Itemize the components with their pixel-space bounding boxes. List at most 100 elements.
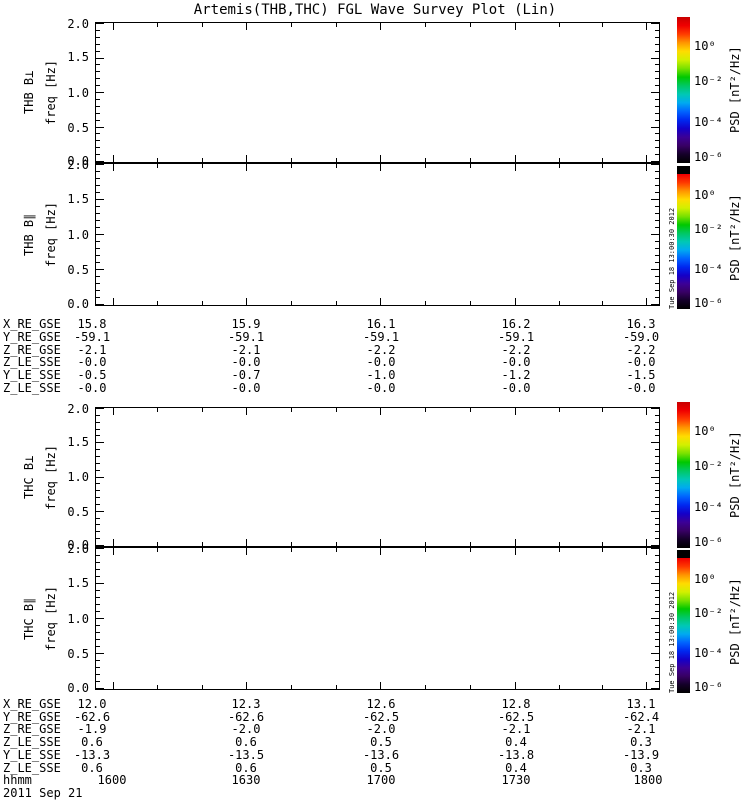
var-row-label: Y_RE_GSE xyxy=(3,330,61,344)
x-minor-tick xyxy=(470,164,471,168)
y-minor-tick xyxy=(655,185,659,186)
x-minor-tick xyxy=(470,548,471,552)
y-minor-tick xyxy=(655,30,659,31)
var-row-value: 13.1 xyxy=(626,697,656,711)
var-row-value: -59.0 xyxy=(622,330,660,344)
y-minor-tick xyxy=(655,85,659,86)
y-minor-tick xyxy=(655,276,659,277)
y-major-tick xyxy=(96,618,104,619)
y-minor-tick xyxy=(655,497,659,498)
colorbar-tick-label: 10⁻² xyxy=(694,221,723,236)
freq-axis-label: freq [Hz] xyxy=(44,444,58,510)
colorbar-saturation-cap xyxy=(677,550,690,558)
render-timestamp: Tue Sep 18 13:00:30 2012 xyxy=(668,207,676,309)
y-minor-tick xyxy=(655,147,659,148)
y-minor-tick xyxy=(96,660,100,661)
y-minor-tick xyxy=(655,78,659,79)
y-minor-tick xyxy=(96,248,100,249)
y-major-tick xyxy=(651,653,659,654)
colorbar xyxy=(677,550,690,693)
x-major-tick xyxy=(113,548,114,555)
x-major-tick xyxy=(380,408,381,415)
var-row-value: -62.6 xyxy=(73,710,111,724)
x-major-tick xyxy=(113,539,114,546)
y-minor-tick xyxy=(655,518,659,519)
y-tick-label: 2.0 xyxy=(67,158,89,172)
y-minor-tick xyxy=(96,562,100,563)
x-minor-tick xyxy=(157,548,158,552)
y-minor-tick xyxy=(96,590,100,591)
y-minor-tick xyxy=(655,37,659,38)
y-minor-tick xyxy=(655,44,659,45)
x-minor-tick xyxy=(602,408,603,412)
y-minor-tick xyxy=(96,185,100,186)
var-row-value: -0.0 xyxy=(77,381,107,395)
y-minor-tick xyxy=(96,255,100,256)
y-minor-tick xyxy=(655,220,659,221)
y-tick-label: 2.0 xyxy=(67,402,89,416)
x-minor-tick xyxy=(602,23,603,27)
y-major-tick xyxy=(96,199,104,200)
y-minor-tick xyxy=(655,171,659,172)
x-minor-tick xyxy=(291,164,292,168)
var-row-value: 12.6 xyxy=(366,697,396,711)
x-major-tick xyxy=(246,539,247,546)
y-major-tick xyxy=(96,161,104,162)
x-minor-tick xyxy=(425,548,426,552)
y-minor-tick xyxy=(96,113,100,114)
colorbar-tick-label: 10⁻⁶ xyxy=(694,535,723,550)
y-major-tick xyxy=(651,477,659,478)
y-major-tick xyxy=(96,477,104,478)
x-major-tick xyxy=(113,23,114,30)
var-row-label: X_RE_GSE xyxy=(3,697,61,711)
var-row-label: Z_LE_SSE xyxy=(3,761,61,775)
time-tick-label: 1600 xyxy=(97,773,127,787)
y-minor-tick xyxy=(655,456,659,457)
var-row-value: -2.0 xyxy=(366,722,396,736)
var-row-value: 0.3 xyxy=(630,735,652,749)
y-tick-label: 1.0 xyxy=(67,470,89,484)
y-minor-tick xyxy=(96,44,100,45)
y-minor-tick xyxy=(96,604,100,605)
y-major-tick xyxy=(96,234,104,235)
x-major-tick xyxy=(113,298,114,305)
var-row-value: 16.2 xyxy=(501,317,531,331)
y-minor-tick xyxy=(655,241,659,242)
var-row-value: -2.1 xyxy=(77,343,107,357)
y-tick-label: 1.0 xyxy=(67,85,89,100)
x-major-tick xyxy=(646,298,647,305)
x-minor-tick xyxy=(425,158,426,162)
y-minor-tick xyxy=(655,290,659,291)
x-minor-tick xyxy=(559,542,560,546)
colorbar-tick-label: 10⁻⁴ xyxy=(694,500,723,515)
y-minor-tick xyxy=(96,213,100,214)
x-minor-tick xyxy=(291,158,292,162)
var-row-value: 15.8 xyxy=(77,317,107,331)
var-row-value: 0.3 xyxy=(630,761,652,775)
y-minor-tick xyxy=(96,597,100,598)
y-minor-tick xyxy=(96,297,100,298)
x-major-tick xyxy=(515,155,516,162)
colorbar-tick-label: 10⁰ xyxy=(694,571,716,586)
y-minor-tick xyxy=(96,422,100,423)
y-minor-tick xyxy=(655,604,659,605)
y-minor-tick xyxy=(655,490,659,491)
y-minor-tick xyxy=(655,297,659,298)
y-minor-tick xyxy=(96,504,100,505)
y-minor-tick xyxy=(655,120,659,121)
y-minor-tick xyxy=(96,192,100,193)
x-minor-tick xyxy=(425,301,426,305)
y-minor-tick xyxy=(96,64,100,65)
x-major-tick xyxy=(646,408,647,415)
y-tick-label: 0.5 xyxy=(67,263,89,278)
time-axis-label: hhmm xyxy=(3,773,32,787)
plot-title: Artemis(THB,THC) FGL Wave Survey Plot (L… xyxy=(193,2,557,18)
colorbar-tick-label: 10⁻² xyxy=(694,74,723,89)
y-minor-tick xyxy=(96,283,100,284)
y-minor-tick xyxy=(96,667,100,668)
y-minor-tick xyxy=(655,555,659,556)
x-major-tick xyxy=(646,23,647,30)
var-row-label: Z_LE_SSE xyxy=(3,355,61,369)
y-minor-tick xyxy=(655,255,659,256)
x-minor-tick xyxy=(470,158,471,162)
